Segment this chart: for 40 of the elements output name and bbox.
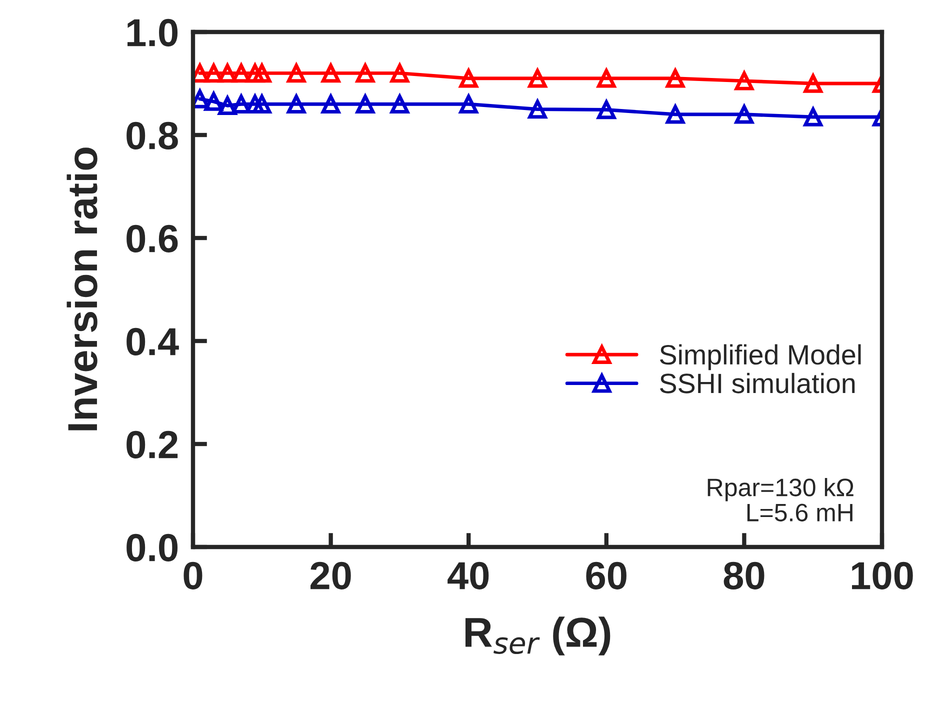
annotation: Rpar=130 kΩ L=5.6 mH: [708, 478, 854, 522]
point: [246, 64, 264, 83]
y-tick-label: 0.6: [126, 224, 178, 252]
point: [390, 94, 410, 114]
x-tick-label: 60: [586, 562, 626, 590]
point: [321, 94, 340, 114]
legend-label: SSHI simulation: [660, 372, 855, 394]
x-axis-title: R$_{ser}$ (Ω): [465, 616, 610, 656]
point: [597, 68, 616, 88]
point: [218, 64, 237, 83]
point: [204, 64, 224, 83]
x-tick-label: 100: [852, 562, 913, 590]
point: [597, 100, 616, 120]
x-tick-label: 40: [448, 562, 489, 590]
point: [356, 64, 375, 83]
point: [232, 64, 251, 83]
legend-label: Simplified Model: [660, 344, 861, 370]
point: [286, 94, 306, 114]
y-axis-title: Inversion ratio: [66, 148, 98, 430]
x-tick-label: 80: [724, 562, 764, 590]
point: [286, 64, 306, 83]
point: [528, 100, 547, 119]
point: [218, 96, 237, 116]
point: [252, 64, 272, 83]
y-tick-label: 0.4: [126, 328, 179, 356]
point: [252, 94, 272, 114]
point: [356, 94, 375, 114]
point: [459, 94, 478, 114]
y-tick-label: 0.0: [126, 534, 178, 562]
x-tick-label: 20: [310, 562, 351, 590]
point: [204, 92, 224, 111]
point: [528, 68, 547, 88]
y-tick-label: 0.8: [126, 122, 178, 150]
point: [390, 64, 410, 83]
y-tick-label: 1.0: [128, 18, 178, 46]
y-tick-label: 0.2: [126, 430, 178, 458]
point: [666, 68, 685, 88]
x-tick-label: 0: [184, 562, 202, 590]
point: [459, 68, 478, 88]
point: [321, 64, 340, 83]
